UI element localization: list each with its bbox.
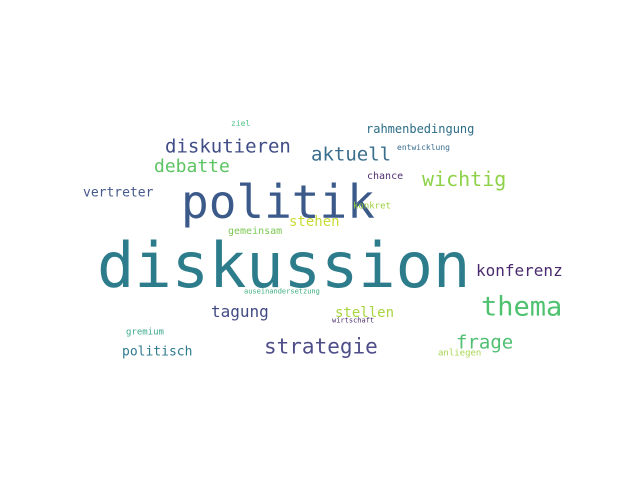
- word-vertreter: vertreter: [83, 185, 154, 201]
- word-stellen: stellen: [335, 305, 395, 321]
- word-gemeinsam: gemeinsam: [228, 226, 283, 237]
- word-konferenz: konferenz: [476, 261, 563, 280]
- word-politik: politik: [181, 175, 375, 229]
- word-entwicklung: entwicklung: [397, 143, 450, 152]
- word-konkret: konkret: [353, 201, 391, 212]
- word-strategie: strategie: [264, 334, 378, 359]
- word-chance: chance: [367, 171, 404, 182]
- word-frage: frage: [456, 331, 514, 354]
- word-aktuell: aktuell: [311, 143, 392, 166]
- word-wichtig: wichtig: [422, 167, 507, 191]
- word-tagung: tagung: [211, 302, 269, 321]
- word-ziel: ziel: [231, 119, 251, 128]
- word-diskussion: diskussion: [97, 229, 471, 302]
- word-gremium: gremium: [126, 327, 164, 338]
- word-debatte: debatte: [154, 156, 230, 177]
- word-stehen: stehen: [289, 214, 340, 230]
- word-politisch: politisch: [122, 344, 193, 360]
- word-auseinandersetzung: auseinandersetzung: [244, 287, 320, 296]
- word-anliegen: anliegen: [438, 348, 482, 359]
- word-thema: thema: [481, 291, 563, 323]
- word-wirtschaft: wirtschaft: [332, 316, 375, 325]
- word-diskutieren: diskutieren: [165, 135, 291, 158]
- word-rahmenbedingung: rahmenbedingung: [366, 122, 475, 136]
